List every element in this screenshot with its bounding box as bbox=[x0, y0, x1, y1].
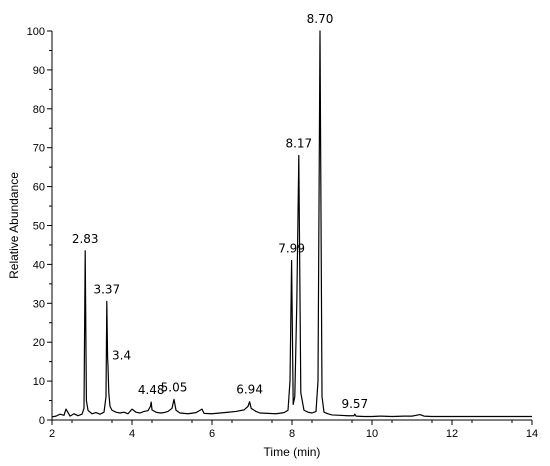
chromatogram-trace bbox=[51, 30, 532, 418]
y-tick-label: 70 bbox=[33, 143, 45, 155]
peak-labels-layer: 2.83 3.37 3.4 4.485.05 6.94 7.99 8.17 8.70 9.57 bbox=[72, 12, 368, 411]
peak-label: 3.37 bbox=[93, 282, 120, 296]
y-tick-label: 50 bbox=[33, 221, 45, 233]
peak-label: 5.05 bbox=[161, 380, 188, 394]
peak-label: 9.57 bbox=[341, 397, 368, 411]
x-tick-label: 2 bbox=[49, 428, 55, 440]
peak-label: 8.70 bbox=[307, 12, 334, 26]
peak-label: 2.83 bbox=[72, 232, 99, 246]
peak-label: 7.99 bbox=[278, 242, 305, 256]
x-tick-label: 8 bbox=[289, 428, 295, 440]
y-tick-label: 80 bbox=[33, 104, 45, 116]
x-tick-label: 4 bbox=[129, 428, 135, 440]
y-tick-label: 20 bbox=[33, 337, 45, 349]
peak-label: 6.94 bbox=[236, 383, 263, 397]
ticks-layer: 2 4 6 8 10 12 14 0 10 20 30 40 50 60 70 80 90 100 bbox=[27, 26, 538, 440]
series-layer bbox=[51, 30, 532, 418]
y-tick-label: 30 bbox=[33, 298, 45, 310]
y-axis-label: Relative Abundance bbox=[7, 172, 21, 279]
x-tick-label: 12 bbox=[446, 428, 458, 440]
peak-label: 8.17 bbox=[285, 136, 312, 150]
y-tick-label: 10 bbox=[33, 376, 45, 388]
y-tick-label: 90 bbox=[33, 65, 45, 77]
peak-label: 3.4 bbox=[112, 349, 131, 363]
x-tick-label: 10 bbox=[366, 428, 378, 440]
y-tick-label: 60 bbox=[33, 182, 45, 194]
y-tick-label: 100 bbox=[27, 26, 45, 38]
peak-label: 4.48 bbox=[138, 383, 165, 397]
x-tick-label: 14 bbox=[526, 428, 538, 440]
y-tick-label: 0 bbox=[39, 415, 45, 427]
x-tick-label: 6 bbox=[209, 428, 215, 440]
y-tick-label: 40 bbox=[33, 259, 45, 271]
x-axis-label: Time (min) bbox=[264, 445, 321, 459]
